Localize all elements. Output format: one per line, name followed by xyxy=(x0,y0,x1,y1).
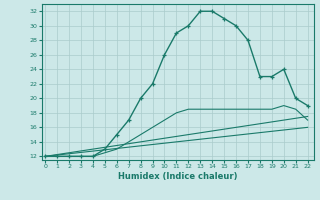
X-axis label: Humidex (Indice chaleur): Humidex (Indice chaleur) xyxy=(118,172,237,181)
